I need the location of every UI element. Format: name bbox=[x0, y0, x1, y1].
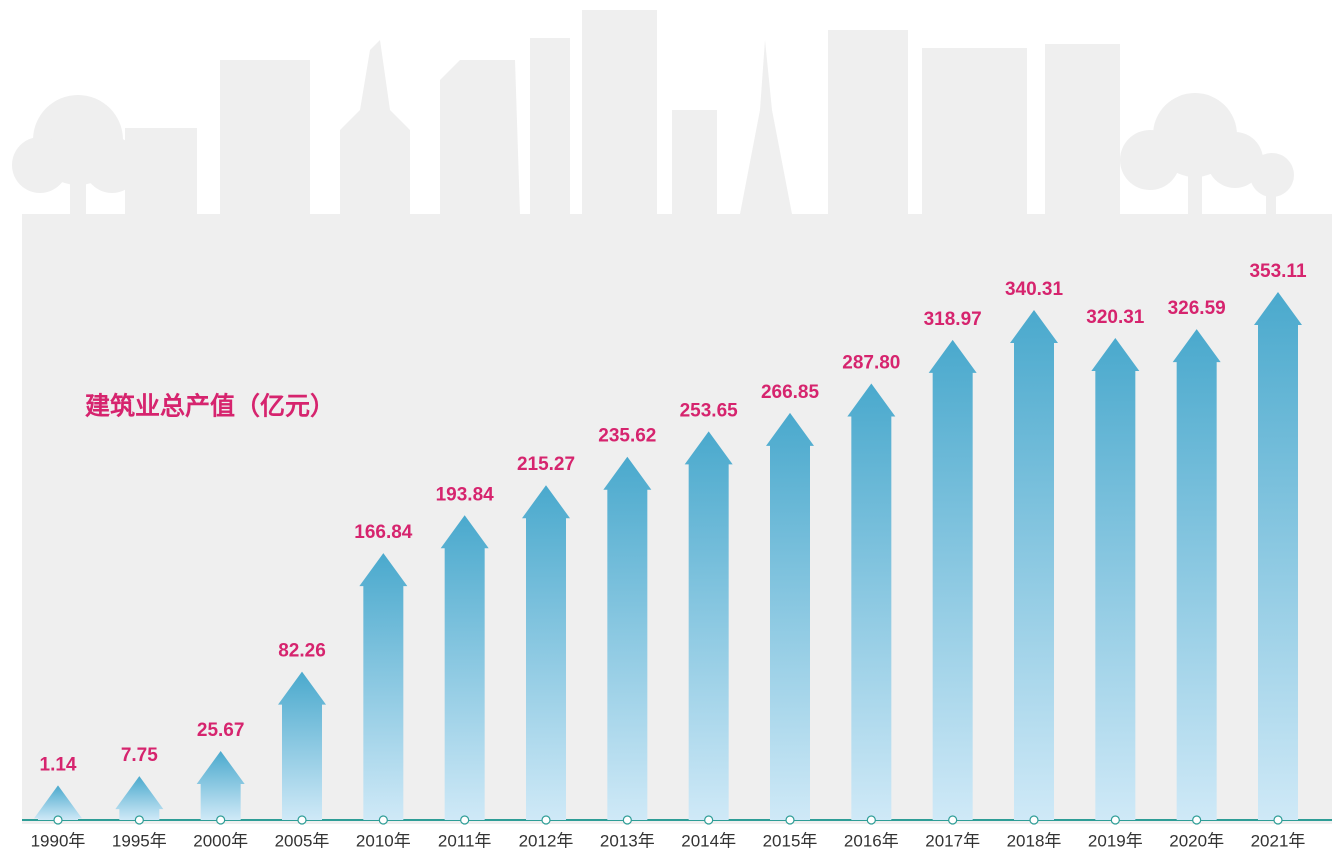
tick-dot bbox=[786, 816, 794, 824]
x-tick-label: 2011年 bbox=[438, 831, 492, 850]
x-tick-label: 2010年 bbox=[356, 831, 411, 850]
chart-title: 建筑业总产值（亿元） bbox=[85, 392, 335, 421]
bar bbox=[603, 457, 651, 820]
x-tick-label: 2005年 bbox=[275, 831, 330, 850]
value-label: 1.14 bbox=[40, 754, 77, 775]
bar bbox=[847, 384, 895, 820]
bar bbox=[1173, 329, 1221, 820]
x-tick-label: 1990年 bbox=[31, 831, 86, 850]
x-tick-label: 2018年 bbox=[1007, 831, 1062, 850]
value-label: 25.67 bbox=[197, 720, 245, 741]
x-tick-label: 2013年 bbox=[600, 831, 655, 850]
value-label: 326.59 bbox=[1168, 298, 1226, 319]
bar bbox=[441, 515, 489, 820]
value-label: 287.80 bbox=[842, 353, 900, 374]
page: 建筑业总产值（亿元） 1.14 1990年 7.75 1995年 25.67 2000年 8… bbox=[0, 0, 1332, 856]
value-label: 253.65 bbox=[680, 400, 739, 421]
tick-dot bbox=[867, 816, 875, 824]
value-label: 7.75 bbox=[121, 745, 158, 766]
x-tick-label: 2014年 bbox=[681, 831, 736, 850]
value-label: 235.62 bbox=[598, 426, 656, 447]
tick-dot bbox=[461, 816, 469, 824]
tick-dot bbox=[623, 816, 631, 824]
x-tick-label: 2016年 bbox=[844, 831, 899, 850]
tick-dot bbox=[1030, 816, 1038, 824]
x-tick-label: 2000年 bbox=[193, 831, 248, 850]
tick-dot bbox=[135, 816, 143, 824]
bar bbox=[929, 340, 977, 820]
tick-dot bbox=[1111, 816, 1119, 824]
tick-dot bbox=[542, 816, 550, 824]
x-tick-label: 2012年 bbox=[519, 831, 574, 850]
tick-dot bbox=[1193, 816, 1201, 824]
bar bbox=[685, 431, 733, 820]
bar bbox=[359, 553, 407, 820]
value-label: 340.31 bbox=[1005, 279, 1064, 300]
bar bbox=[522, 485, 570, 820]
value-label: 166.84 bbox=[354, 522, 413, 543]
value-label: 193.84 bbox=[436, 484, 495, 505]
x-tick-label: 2019年 bbox=[1088, 831, 1143, 850]
bar bbox=[1010, 310, 1058, 820]
x-tick-label: 2021年 bbox=[1251, 831, 1306, 850]
x-tick-label: 2015年 bbox=[763, 831, 818, 850]
x-tick-label: 2020年 bbox=[1169, 831, 1224, 850]
chart: 建筑业总产值（亿元） 1.14 1990年 7.75 1995年 25.67 2000年 8… bbox=[0, 0, 1332, 856]
value-label: 82.26 bbox=[278, 641, 326, 662]
tick-dot bbox=[298, 816, 306, 824]
x-tick-label: 1995年 bbox=[112, 831, 167, 850]
tick-dot bbox=[54, 816, 62, 824]
value-label: 320.31 bbox=[1086, 307, 1145, 328]
value-label: 215.27 bbox=[517, 454, 575, 475]
tick-dot bbox=[949, 816, 957, 824]
value-label: 318.97 bbox=[924, 309, 982, 330]
tick-dot bbox=[217, 816, 225, 824]
x-tick-label: 2017年 bbox=[925, 831, 980, 850]
tick-dot bbox=[705, 816, 713, 824]
value-label: 266.85 bbox=[761, 382, 820, 403]
value-label: 353.11 bbox=[1249, 261, 1306, 282]
bar bbox=[1254, 292, 1302, 820]
bar bbox=[766, 413, 814, 820]
tick-dot bbox=[1274, 816, 1282, 824]
tick-dot bbox=[379, 816, 387, 824]
bar bbox=[1091, 338, 1139, 820]
